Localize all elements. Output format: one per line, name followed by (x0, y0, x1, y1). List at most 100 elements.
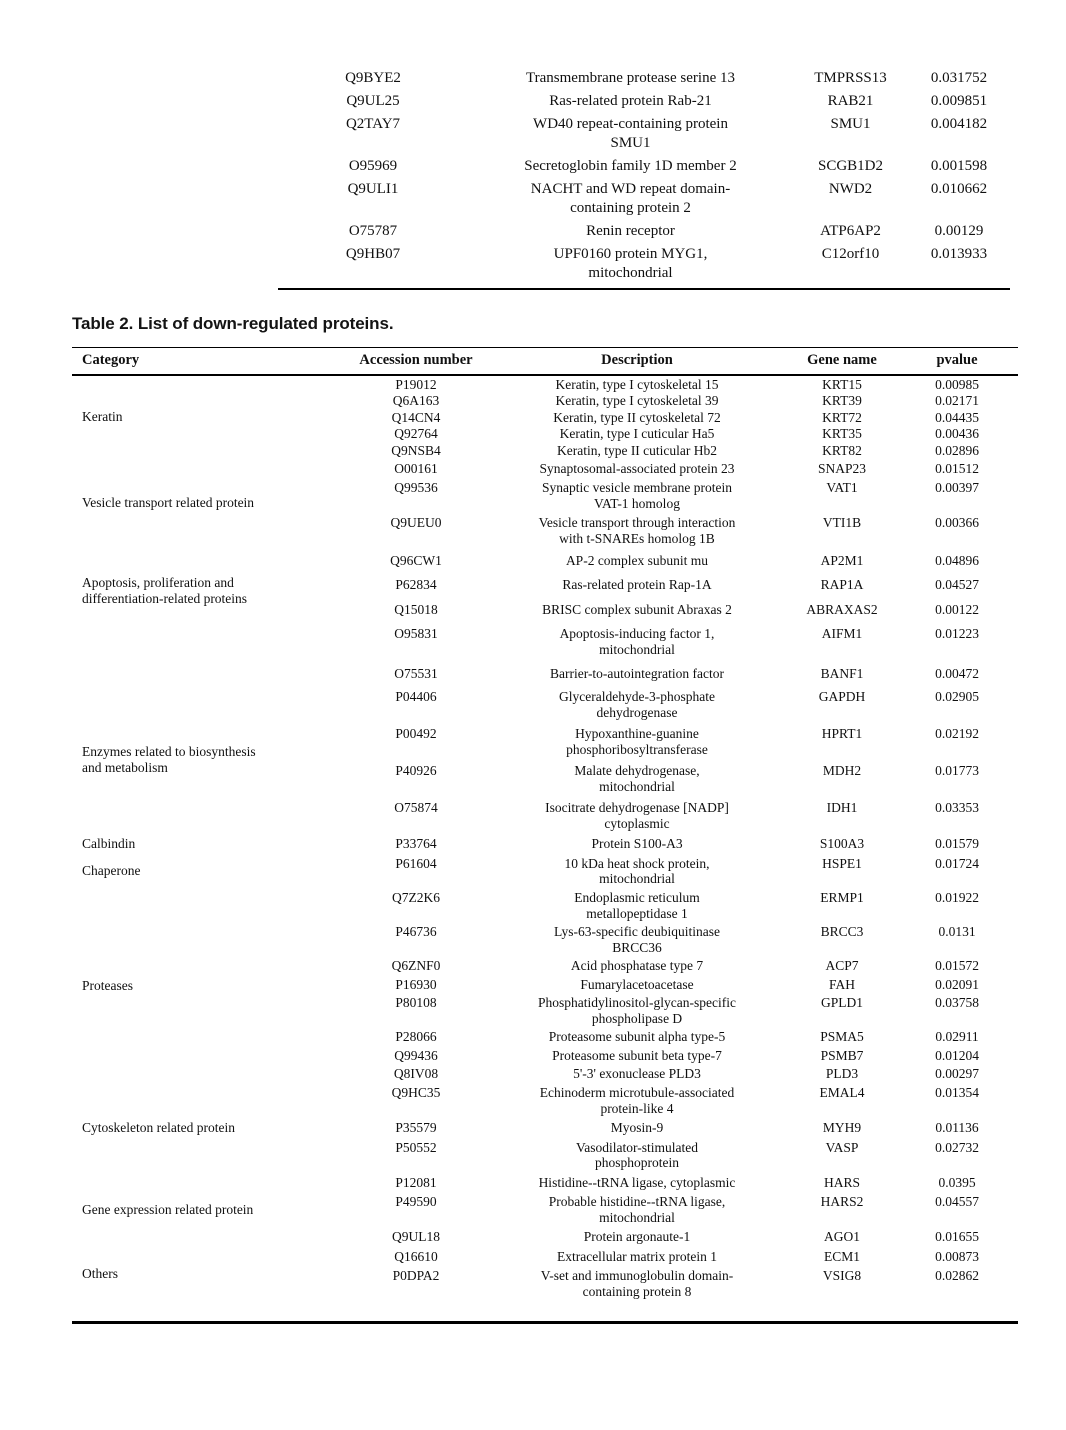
gene-name-cell: HSPE1 (822, 855, 862, 871)
description-cell: Ras-related protein Rab-21 (549, 93, 712, 109)
accession-cell: Q8IV08 (393, 1066, 439, 1081)
accession-cell: P12081 (395, 1174, 437, 1190)
category-cell: Apoptosis, proliferation and differentia… (72, 548, 330, 686)
accession-cell: P0DPA2 (392, 1268, 440, 1283)
description-cell: AP-2 complex subunit mu (565, 552, 709, 568)
table2-body: Keratin P19012 Keratin, type I cytoskeleta… (72, 376, 1018, 1301)
pvalue-cell: 0.01773 (935, 763, 979, 778)
gene-name-cell: IDH1 (826, 800, 858, 815)
accession-cell: P16930 (395, 976, 437, 992)
description-cell: BRISC complex subunit Abraxas 2 (542, 601, 732, 617)
pvalue-cell: 0.01572 (935, 958, 979, 973)
gene-name-cell: HPRT1 (821, 726, 863, 741)
description-cell: Keratin, type I cuticular Ha5 (559, 426, 715, 441)
gene-name-cell: PSMB7 (820, 1047, 864, 1063)
table-row: P62834 Ras-related protein Rap-1A RAP1A 0.0… (330, 573, 1018, 598)
category-label: Keratin (82, 409, 123, 425)
table2-header-row: Category Accession number Description Ge… (72, 348, 1018, 376)
accession-cell: Q16610 (394, 1248, 438, 1264)
gene-name-cell: KRT35 (822, 426, 862, 441)
pvalue-cell: 0.03758 (935, 995, 979, 1010)
table-row: Q99536 Synaptic vesicle membrane protein … (330, 478, 1018, 513)
accession-cell: O95831 (394, 626, 438, 641)
accession-cell: P19012 (395, 376, 437, 392)
table-row: Q92764 Keratin, type I cuticular Ha5 KRT35… (330, 426, 1018, 443)
category-cell: Others (72, 1247, 330, 1302)
accession-cell: Q9HB07 (345, 246, 401, 262)
pvalue-cell: 0.02091 (935, 976, 979, 992)
table-row: P33764 Protein S100-A3 S100A3 0.01579 (330, 834, 1018, 854)
description-cell: Probable histidine--tRNA ligase, mitocho… (548, 1194, 726, 1225)
pvalue-cell: 0.02911 (935, 1029, 979, 1044)
gene-name-cell: VAT1 (826, 480, 858, 495)
description-cell: Vasodilator-stimulated phosphoprotein (576, 1139, 698, 1171)
pvalue-cell: 0.01724 (935, 855, 979, 871)
accession-cell: P35579 (395, 1120, 437, 1135)
description-cell: Isocitrate dehydrogenase [NADP] cytoplas… (545, 800, 729, 831)
table-row: P12081 Histidine--tRNA ligase, cytoplasmi… (330, 1173, 1018, 1193)
gene-name-cell: KRT39 (822, 393, 862, 408)
group-rows: P12081 Histidine--tRNA ligase, cytoplasmi… (330, 1173, 1018, 1247)
pvalue-cell: 0.01354 (935, 1085, 979, 1100)
accession-cell: Q15018 (394, 601, 438, 617)
pvalue-cell: 0.02905 (935, 689, 979, 704)
category-cell: Cytoskeleton related protein (72, 1083, 330, 1173)
accession-cell: Q99436 (394, 1047, 438, 1063)
gene-name-cell: SNAP23 (817, 460, 866, 476)
accession-cell: P49590 (395, 1194, 437, 1209)
gene-name-cell: HARS (823, 1174, 860, 1190)
pvalue-cell: 0.00122 (935, 601, 979, 617)
accession-cell: P00492 (395, 726, 437, 741)
accession-cell: P80108 (395, 995, 437, 1010)
table-row: P46736 Lys-63-specific deubiquitinase BRC… (330, 923, 1018, 957)
column-header-accession: Accession number (359, 352, 473, 368)
category-label: Proteases (82, 977, 133, 993)
description-cell: Renin receptor (586, 223, 675, 239)
group-rows: Q16610 Extracellular matrix protein 1 ECM1… (330, 1247, 1018, 1302)
table2-title: Table 2. List of down-regulated proteins… (72, 314, 394, 333)
gene-name-cell: RAP1A (820, 577, 864, 592)
description-cell: Vesicle transport through interaction wi… (538, 515, 736, 546)
category-cell: Keratin (72, 376, 330, 459)
pvalue-cell: 0.009851 (930, 93, 988, 109)
pvalue-cell: 0.01204 (935, 1047, 979, 1063)
table-row: Q9HB07 UPF0160 protein MYG1, mitochondria… (278, 243, 1010, 285)
table-row: P04406 Glyceraldehyde-3-phosphate dehydro… (330, 686, 1018, 723)
table-row: Q9NSB4 Keratin, type II cuticular Hb2 KRT8… (330, 442, 1018, 459)
accession-cell: Q2TAY7 (345, 116, 401, 132)
description-cell: Keratin, type I cytoskeletal 39 (555, 393, 719, 408)
accession-cell: O75787 (348, 223, 398, 239)
group-rows: Q96CW1 AP-2 complex subunit mu AP2M1 0.0489… (330, 548, 1018, 686)
group-rows: Q9HC35 Echinoderm microtubule-associated … (330, 1083, 1018, 1173)
table-row: P28066 Proteasome subunit alpha type-5 PSM… (330, 1028, 1018, 1047)
description-cell: Secretoglobin family 1D member 2 (524, 158, 737, 174)
group-rows: P61604 10 kDa heat shock protein, mitocho… (330, 854, 1018, 889)
accession-cell: Q9UL25 (346, 93, 400, 109)
description-cell: NACHT and WD repeat domain- containing p… (530, 181, 731, 216)
gene-name-cell: ECM1 (823, 1248, 860, 1264)
pvalue-cell: 0.031752 (930, 70, 988, 86)
pvalue-cell: 0.01136 (935, 1120, 979, 1135)
pvalue-cell: 0.02192 (935, 726, 979, 741)
group-rows: O00161 Synaptosomal-associated protein 23… (330, 459, 1018, 549)
description-cell: Proteasome subunit beta type-7 (552, 1047, 722, 1063)
description-cell: Apoptosis-inducing factor 1, mitochondri… (559, 626, 715, 657)
accession-cell: P46736 (395, 924, 437, 939)
pvalue-cell: 0.01655 (935, 1229, 979, 1244)
accession-cell: P04406 (395, 689, 437, 704)
pvalue-cell: 0.01922 (935, 890, 979, 905)
gene-name-cell: FAH (828, 976, 855, 992)
description-cell: Synaptosomal-associated protein 23 (539, 460, 735, 476)
table-row: P49590 Probable histidine--tRNA ligase, m… (330, 1192, 1018, 1227)
pvalue-cell: 0.02862 (935, 1268, 979, 1283)
gene-name-cell: SCGB1D2 (817, 158, 884, 174)
category-group: Others Q16610 Extracellular matrix protein… (72, 1247, 1018, 1302)
accession-cell: Q9ULI1 (347, 181, 399, 197)
pvalue-cell: 0.04527 (935, 577, 979, 592)
table-row: P00492 Hypoxanthine-guanine phosphoribosy… (330, 723, 1018, 760)
pvalue-cell: 0.04557 (935, 1194, 979, 1209)
pvalue-cell: 0.01579 (935, 836, 979, 851)
description-cell: Protein argonaute-1 (583, 1229, 691, 1244)
table-row: Q14CN4 Keratin, type II cytoskeletal 72 KR… (330, 409, 1018, 426)
accession-cell: Q6A163 (392, 393, 440, 408)
